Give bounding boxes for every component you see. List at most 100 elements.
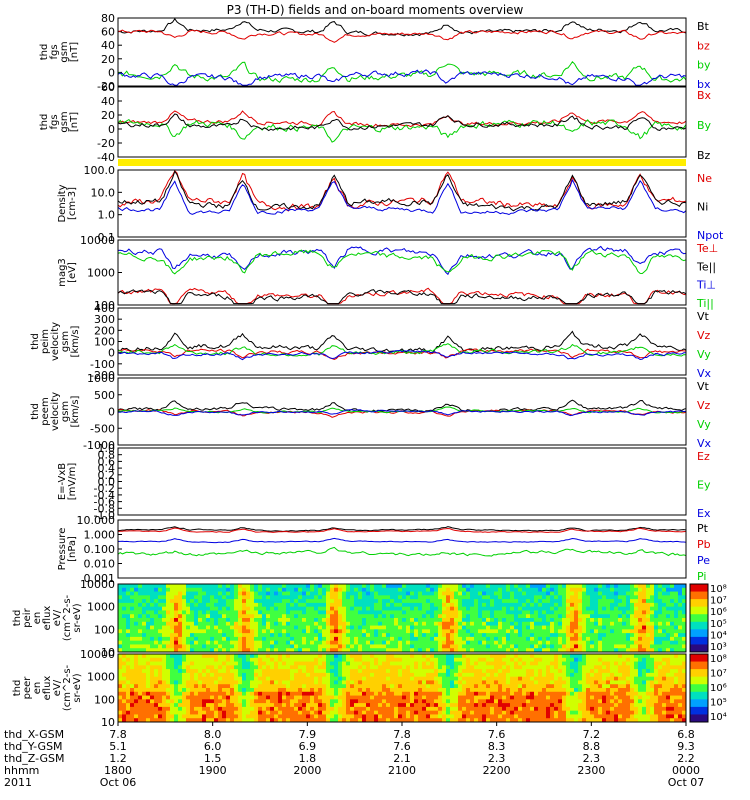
heatmap-cell bbox=[134, 661, 139, 666]
heatmap-cell bbox=[414, 636, 419, 642]
heatmap-cell bbox=[434, 629, 439, 634]
heatmap-cell bbox=[358, 640, 363, 645]
heatmap-cell bbox=[518, 618, 523, 623]
heatmap-cell bbox=[226, 606, 231, 611]
heatmap-cell bbox=[450, 710, 455, 715]
heatmap-cell bbox=[454, 587, 459, 592]
heatmap-cell bbox=[562, 644, 567, 649]
heatmap-cell bbox=[506, 640, 511, 645]
heatmap-cell bbox=[446, 710, 451, 715]
heatmap-cell bbox=[662, 614, 667, 619]
heatmap-cell bbox=[494, 710, 499, 715]
heatmap-cell bbox=[362, 618, 367, 623]
heatmap-cell bbox=[658, 644, 663, 649]
heatmap-cell bbox=[438, 672, 443, 678]
heatmap-cell bbox=[466, 625, 471, 630]
heatmap-cell bbox=[346, 633, 351, 638]
heatmap-cell bbox=[166, 636, 171, 642]
legend-efield-0: Ez bbox=[697, 450, 710, 463]
heatmap-cell bbox=[358, 718, 363, 723]
heatmap-cell bbox=[258, 648, 263, 653]
heatmap-cell bbox=[678, 595, 683, 600]
heatmap-cell bbox=[202, 695, 207, 700]
heatmap-cell bbox=[198, 633, 203, 638]
heatmap-cell bbox=[458, 699, 463, 704]
heatmap-cell bbox=[378, 602, 383, 608]
heatmap-cell bbox=[162, 710, 167, 715]
heatmap-cell bbox=[298, 633, 303, 638]
heatmap-cell bbox=[410, 584, 415, 589]
heatmap-cell bbox=[134, 640, 139, 645]
heatmap-cell bbox=[446, 610, 451, 615]
heatmap-cell bbox=[562, 629, 567, 634]
heatmap-cell bbox=[266, 695, 271, 700]
heatmap-cell bbox=[418, 599, 423, 604]
heatmap-cell bbox=[558, 669, 563, 674]
heatmap-cell bbox=[602, 629, 607, 634]
heatmap-cell bbox=[562, 640, 567, 645]
heatmap-cell bbox=[206, 703, 211, 708]
heatmap-cell bbox=[158, 699, 163, 704]
heatmap-cell bbox=[270, 703, 275, 708]
heatmap-cell bbox=[338, 669, 343, 674]
heatmap-cell bbox=[574, 610, 579, 615]
heatmap-cell bbox=[546, 633, 551, 638]
y-tick-ion_spec-0: 10000 bbox=[80, 578, 115, 591]
heatmap-cell bbox=[202, 680, 207, 685]
heatmap-cell bbox=[586, 706, 591, 712]
heatmap-cell bbox=[290, 718, 295, 723]
heatmap-cell bbox=[494, 648, 499, 653]
heatmap-cell bbox=[258, 606, 263, 611]
heatmap-cell bbox=[118, 587, 123, 592]
heatmap-cell bbox=[330, 718, 335, 723]
heatmap-cell bbox=[170, 595, 175, 600]
heatmap-cell bbox=[274, 665, 279, 670]
heatmap-cell bbox=[298, 718, 303, 723]
heatmap-cell bbox=[446, 684, 451, 689]
heatmap-cell bbox=[254, 606, 259, 611]
heatmap-cell bbox=[410, 614, 415, 619]
legend-fgs-0: Bt bbox=[697, 20, 710, 33]
legend-ve-2: Vy bbox=[697, 418, 711, 431]
heatmap-cell bbox=[534, 633, 539, 638]
heatmap-cell bbox=[118, 676, 123, 681]
heatmap-cell bbox=[230, 614, 235, 619]
heatmap-cell bbox=[562, 621, 567, 626]
heatmap-cell bbox=[450, 633, 455, 638]
heatmap-cell bbox=[534, 606, 539, 611]
heatmap-cell bbox=[454, 625, 459, 630]
heatmap-cell bbox=[542, 614, 547, 619]
heatmap-cell bbox=[374, 661, 379, 666]
heatmap-cell bbox=[378, 654, 383, 659]
heatmap-cell bbox=[146, 710, 151, 715]
heatmap-cell bbox=[302, 602, 307, 608]
heatmap-cell bbox=[278, 661, 283, 666]
heatmap-cell bbox=[506, 629, 511, 634]
heatmap-cell bbox=[466, 665, 471, 670]
heatmap-cell bbox=[202, 633, 207, 638]
heatmap-cell bbox=[246, 625, 251, 630]
heatmap-cell bbox=[186, 636, 191, 642]
heatmap-cell bbox=[150, 703, 155, 708]
heatmap-cell bbox=[238, 676, 243, 681]
heatmap-cell bbox=[330, 587, 335, 592]
heatmap-cell bbox=[234, 629, 239, 634]
heatmap-cell bbox=[250, 669, 255, 674]
heatmap-cell bbox=[302, 714, 307, 719]
heatmap-cell bbox=[342, 654, 347, 659]
heatmap-cell bbox=[346, 714, 351, 719]
heatmap-cell bbox=[374, 584, 379, 589]
heatmap-cell bbox=[514, 695, 519, 700]
heatmap-cell bbox=[142, 718, 147, 723]
heatmap-cell bbox=[370, 584, 375, 589]
heatmap-cell bbox=[446, 676, 451, 681]
heatmap-cell bbox=[382, 703, 387, 708]
heatmap-cell bbox=[250, 633, 255, 638]
heatmap-cell bbox=[378, 621, 383, 626]
heatmap-cell bbox=[126, 621, 131, 626]
y-tick-fgs-4: 0 bbox=[108, 66, 115, 79]
heatmap-cell bbox=[314, 703, 319, 708]
heatmap-cell bbox=[542, 640, 547, 645]
heatmap-cell bbox=[118, 599, 123, 604]
heatmap-cell bbox=[662, 629, 667, 634]
